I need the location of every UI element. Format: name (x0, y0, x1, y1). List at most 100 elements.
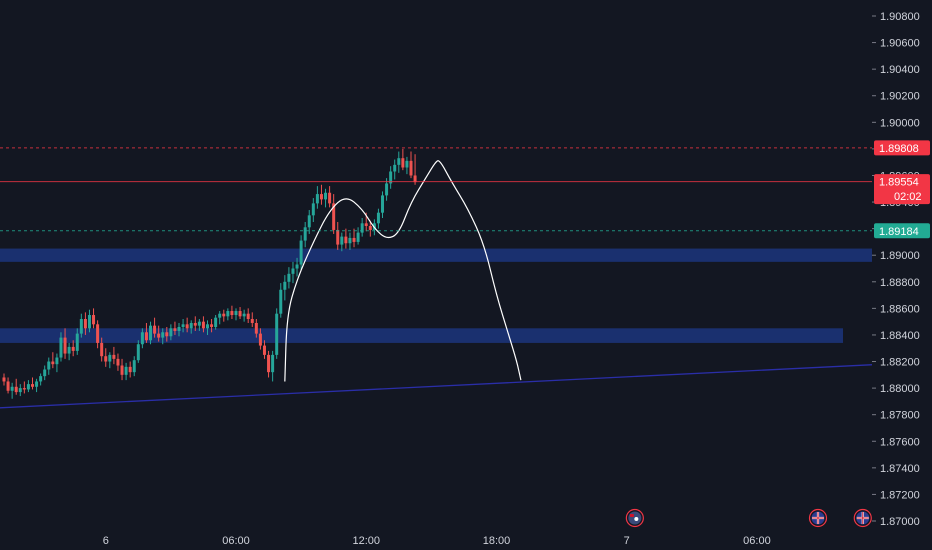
candle-body (250, 319, 254, 323)
candle (238, 307, 242, 319)
candle-body (51, 361, 55, 365)
candle (149, 321, 153, 345)
candle-body (283, 281, 287, 290)
candle-body (267, 354, 271, 373)
candle-body (2, 377, 6, 382)
candle (55, 353, 59, 373)
candle-body (92, 315, 96, 325)
candle-body (336, 229, 340, 245)
candle (218, 311, 222, 325)
candle (161, 328, 165, 345)
candle (96, 320, 100, 349)
candle (26, 380, 30, 393)
candle-body (116, 358, 120, 366)
candle-body (405, 160, 409, 168)
candle (336, 221, 340, 250)
candle-body (226, 311, 230, 317)
high-price-label: 1.89808 (879, 143, 919, 155)
candle (262, 340, 266, 359)
candle (120, 358, 124, 381)
candle-body (63, 337, 67, 354)
candle (181, 319, 185, 333)
high-price-tag (874, 140, 930, 156)
candle-body (120, 365, 124, 375)
candle (43, 365, 47, 381)
candle (214, 315, 218, 330)
candle (169, 324, 173, 341)
events-layer[interactable] (625, 508, 872, 528)
time-axis[interactable]: 6 06:00 12:00 18:00 7 06:00 (103, 535, 771, 547)
candle (283, 275, 287, 301)
candle-body (75, 333, 79, 351)
candle-body (47, 361, 51, 370)
candle (222, 309, 226, 322)
candle (409, 151, 413, 179)
candle-body (376, 212, 380, 224)
candle (226, 308, 230, 321)
candle (157, 325, 161, 342)
uk-flag-icon[interactable] (853, 508, 872, 528)
candle (275, 308, 279, 359)
candle (234, 308, 238, 321)
candle-body (67, 346, 71, 354)
economic-event-icon[interactable] (625, 508, 644, 528)
candle (116, 353, 120, 371)
candle (360, 218, 364, 237)
candle (92, 308, 96, 329)
candle (344, 228, 348, 249)
candle-body (238, 311, 242, 317)
candle-body (173, 328, 177, 331)
candle (14, 378, 18, 395)
candle-body (295, 264, 299, 269)
candle (173, 321, 177, 335)
candle (185, 317, 189, 333)
candle-body (324, 192, 328, 200)
candle-body (291, 268, 295, 274)
price-axis[interactable]: 1.90800 1.90600 1.90400 1.90200 1.90000 1.898… (872, 0, 932, 550)
candle-body (59, 337, 63, 358)
candle (340, 232, 344, 252)
candle (405, 156, 409, 175)
price-tick-label: 1.90800 (880, 11, 920, 23)
candle-body (393, 164, 397, 172)
candle (319, 184, 323, 205)
countdown-timer: 02:02 (894, 191, 922, 203)
candle (332, 194, 336, 234)
candle-body (328, 192, 332, 204)
candle-body (319, 194, 323, 200)
candle (10, 382, 14, 399)
uk-flag-icon[interactable] (808, 508, 828, 528)
candle (352, 228, 356, 248)
time-tick-label: 06:00 (222, 535, 250, 547)
candle-body (299, 240, 303, 265)
candle-body (169, 328, 173, 337)
candle (328, 186, 332, 208)
candle-body (6, 381, 10, 391)
candle-body (35, 381, 39, 387)
candle (193, 316, 197, 331)
candle-body (234, 311, 238, 316)
candle (153, 317, 157, 338)
candle-body (242, 313, 246, 317)
candle-body (30, 384, 34, 387)
candle-body (104, 356, 108, 362)
candle-body (279, 289, 283, 314)
candle-body (79, 319, 83, 334)
candle-body (287, 273, 291, 282)
candle (315, 186, 319, 209)
candle (136, 340, 140, 363)
support-zone (0, 328, 843, 343)
candle (6, 377, 10, 394)
candle-body (340, 236, 344, 245)
candle (295, 257, 299, 277)
candle-body (352, 237, 356, 242)
candle-body (364, 223, 368, 226)
candle-body (262, 345, 266, 355)
candle-body (157, 333, 161, 338)
candle-body (108, 354, 112, 362)
candle-body (87, 315, 91, 329)
candle-body (218, 313, 222, 318)
candle-body (210, 324, 214, 327)
